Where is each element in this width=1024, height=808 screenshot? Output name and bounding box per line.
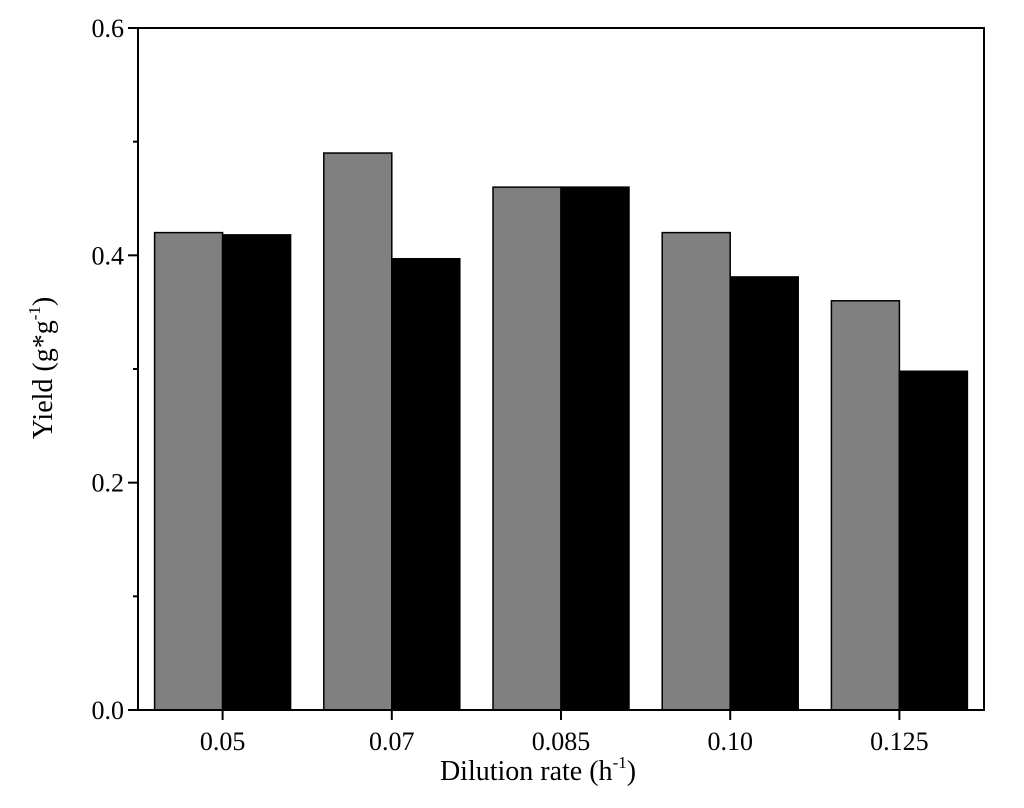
x-axis-title-superscript: -1 (613, 753, 627, 772)
y-tick-label: 0.2 (92, 469, 125, 498)
y-tick-label: 0.0 (92, 696, 125, 725)
bar-series-2-0.125 (898, 370, 969, 711)
y-tick-label: 0.4 (92, 241, 125, 270)
x-tick-label: 0.10 (707, 727, 753, 756)
bar-series-2-0.10 (729, 276, 799, 711)
y-axis-title-main: Yield (g*g (28, 320, 59, 439)
y-axis-title: Yield (g*g-1) (25, 297, 59, 440)
bars-group (153, 152, 969, 711)
x-axis-title-main: Dilution rate (h (440, 756, 613, 787)
x-axis-title: Dilution rate (h-1) (440, 753, 636, 787)
bar-series-1-0.07 (323, 152, 393, 711)
x-tick-label: 0.125 (870, 727, 929, 756)
x-tick-label: 0.07 (369, 727, 415, 756)
bar-series-1-0.085 (492, 186, 562, 711)
x-axis-title-close: ) (627, 756, 636, 787)
x-axis: 0.05 0.07 0.085 0.10 0.125 (200, 710, 929, 756)
y-axis-title-superscript: -1 (25, 306, 44, 320)
x-tick-label: 0.085 (532, 727, 591, 756)
bar-series-1-0.10 (661, 231, 731, 711)
bar-series-1-0.05 (153, 231, 224, 711)
bar-series-2-0.07 (391, 257, 461, 711)
x-tick-label: 0.05 (200, 727, 246, 756)
bar-series-2-0.05 (221, 234, 292, 711)
bar-series-2-0.085 (560, 186, 630, 711)
y-tick-label: 0.6 (92, 14, 125, 43)
y-axis-title-close: ) (28, 297, 59, 306)
bar-series-1-0.125 (830, 300, 901, 711)
y-axis: 0.0 0.2 0.4 0.6 (92, 14, 138, 725)
